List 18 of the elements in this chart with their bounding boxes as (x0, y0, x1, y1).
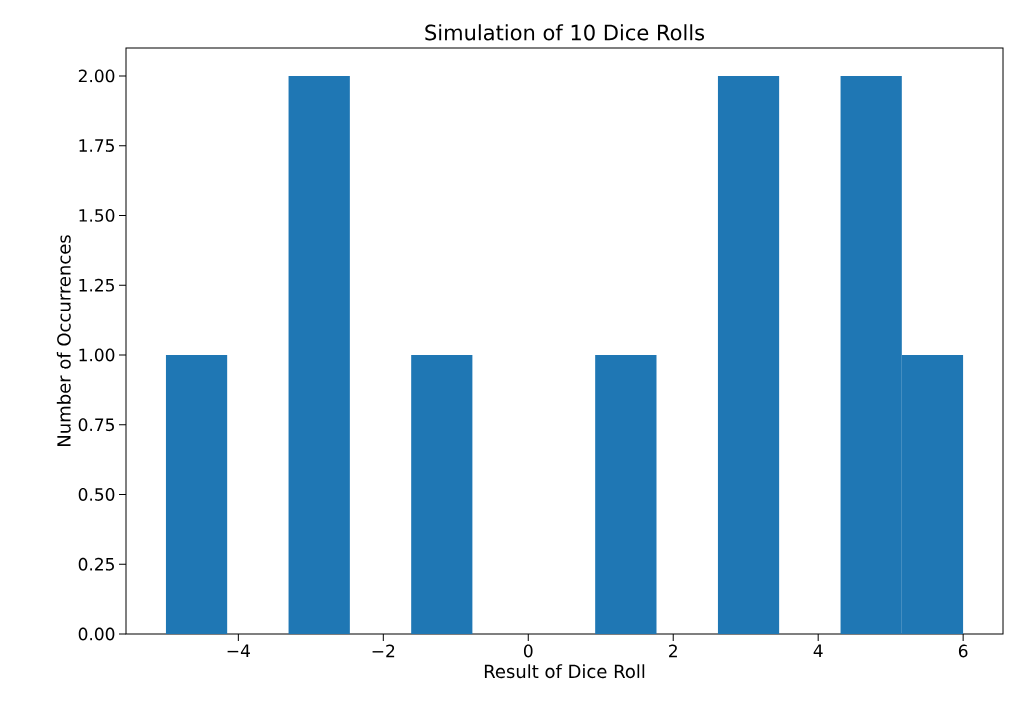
x-tick-label: −2 (372, 644, 395, 658)
y-tick-label: 1.50 (79, 208, 115, 222)
y-tick-label: 1.75 (79, 139, 114, 152)
y-tick-label: 0.75 (78, 418, 114, 432)
x-tick-label: 4 (813, 644, 823, 657)
y-tick-label: 1.25 (79, 278, 114, 292)
x-tick-label: −4 (227, 644, 250, 657)
x-tick-label: 2 (669, 644, 677, 658)
y-tick-label: 0.00 (78, 627, 115, 641)
x-tick-label: 6 (958, 644, 968, 658)
y-tick-label: 0.50 (78, 488, 115, 501)
x-axis-title: Result of Dice Roll (484, 664, 645, 679)
y-tick-label: 1.00 (79, 348, 115, 362)
y-tick-label: 2.00 (78, 69, 115, 83)
y-axis-title: Number of Occurrences (56, 235, 71, 446)
chart-title: Simulation of 10 Dice Rolls (425, 24, 705, 41)
x-tick-label: 0 (523, 644, 533, 658)
y-tick-label: 0.25 (78, 557, 114, 571)
